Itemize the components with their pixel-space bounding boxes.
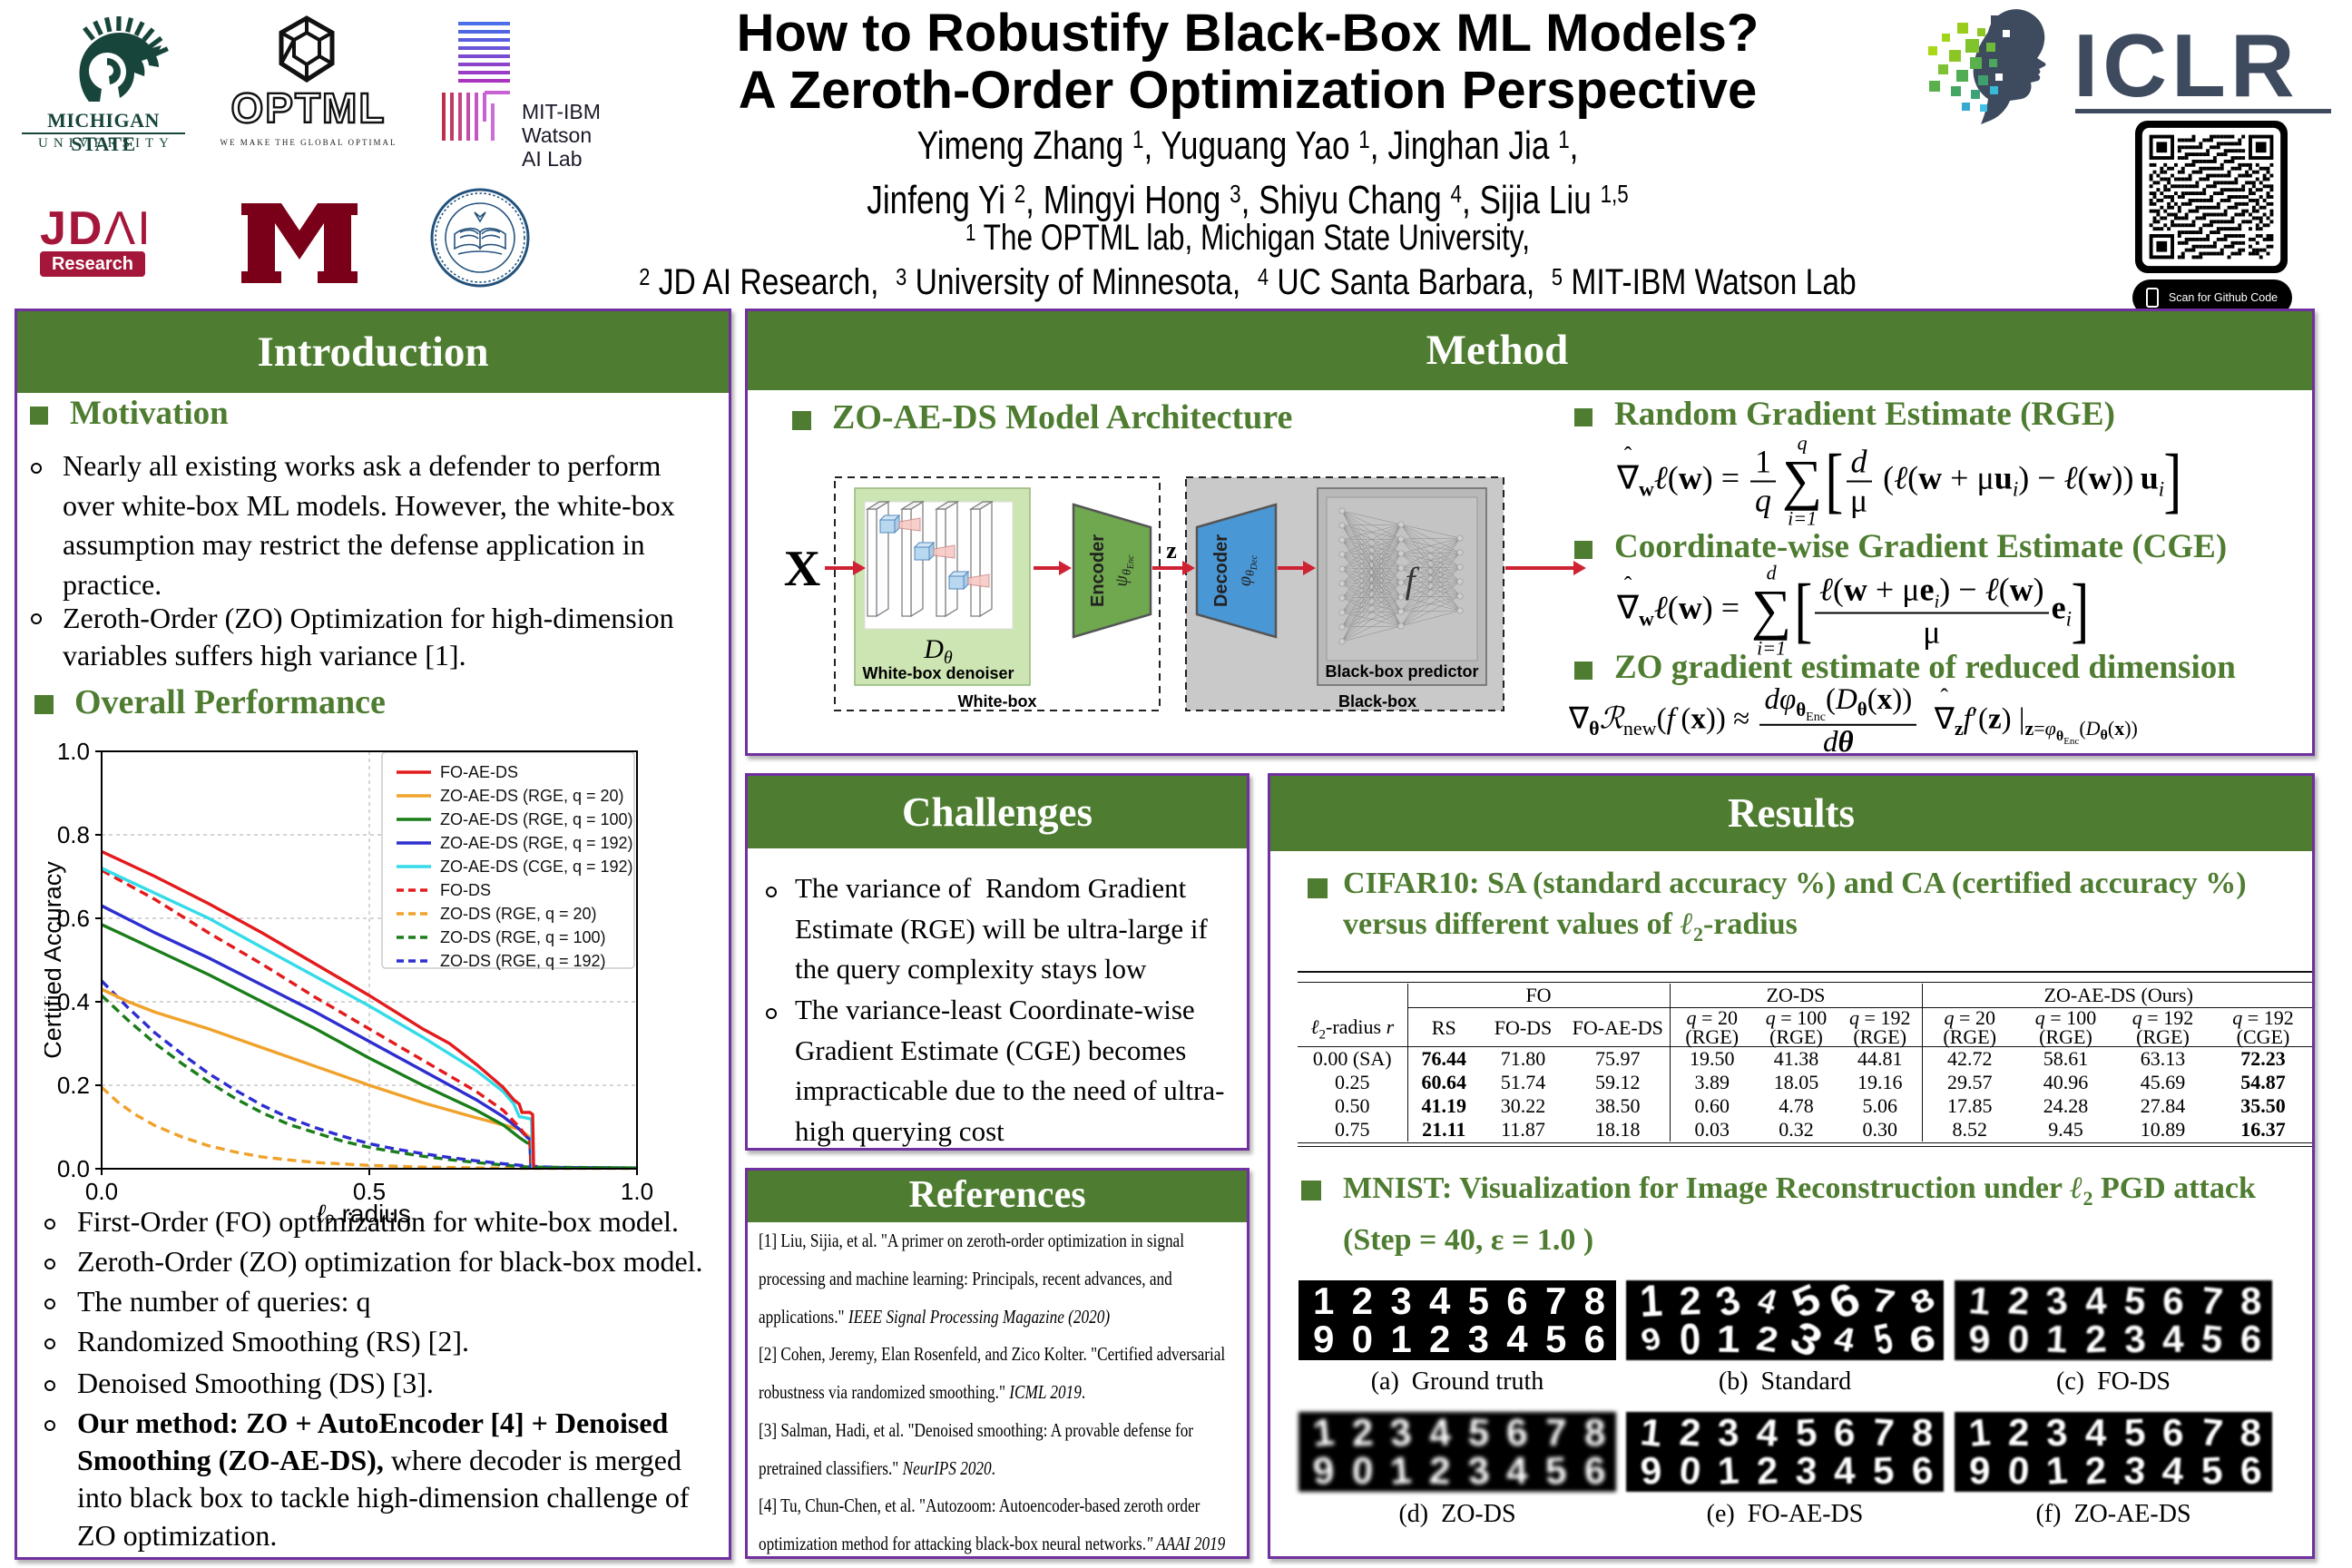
svg-text:ZO-AE-DS (CGE, q = 192): ZO-AE-DS (CGE, q = 192) [440,858,633,876]
svg-text:0.5: 0.5 [353,1178,386,1205]
svg-text:FO-AE-DS: FO-AE-DS [440,763,518,781]
svg-text:ZO-AE-DS (RGE, q = 192): ZO-AE-DS (RGE, q = 192) [440,834,633,852]
svg-text:FO-DS: FO-DS [440,881,491,899]
svg-text:Black-box: Black-box [1338,692,1416,710]
svg-text:Encoder: Encoder [1088,534,1108,607]
svg-text:0.8: 0.8 [57,821,90,848]
svg-text:1.0: 1.0 [621,1178,653,1205]
svg-text:White-box: White-box [958,692,1037,710]
svg-text:White-box denoiser: White-box denoiser [862,664,1014,682]
svg-text:Black-box predictor: Black-box predictor [1325,662,1478,681]
svg-text:z: z [1166,537,1177,564]
svg-text:ZO-DS (RGE, q = 20): ZO-DS (RGE, q = 20) [440,905,597,923]
svg-text:Decoder: Decoder [1211,534,1231,607]
svg-text:ZO-DS (RGE, q = 100): ZO-DS (RGE, q = 100) [440,928,606,946]
svg-text:X: X [784,541,820,597]
svg-text:0.6: 0.6 [57,905,90,932]
svg-text:0.2: 0.2 [57,1072,90,1099]
svg-text:ℓ2 radius: ℓ2 radius [316,1200,411,1224]
svg-text:1.0: 1.0 [57,738,90,765]
svg-text:ZO-AE-DS (RGE, q = 100): ZO-AE-DS (RGE, q = 100) [440,810,633,828]
svg-text:ZO-DS (RGE, q = 192): ZO-DS (RGE, q = 192) [440,952,606,970]
svg-text:ZO-AE-DS (RGE, q = 20): ZO-AE-DS (RGE, q = 20) [440,787,624,805]
svg-text:0.0: 0.0 [57,1155,90,1182]
svg-text:0.4: 0.4 [57,988,90,1015]
svg-text:0.0: 0.0 [85,1178,118,1205]
svg-text:Certified Accuracy: Certified Accuracy [44,861,66,1059]
